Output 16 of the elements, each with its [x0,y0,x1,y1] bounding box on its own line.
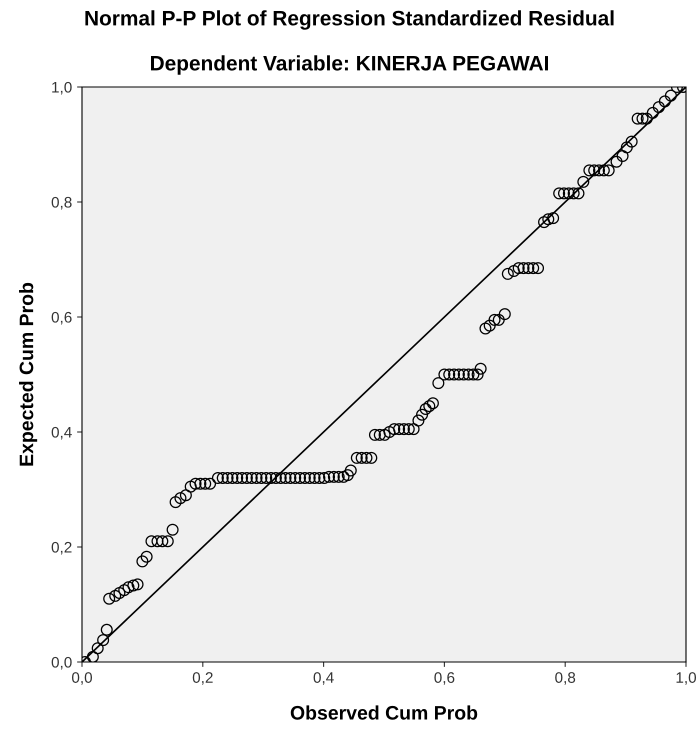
y-axis-title: Expected Cum Prob [19,282,38,466]
x-tick-label: 0,0 [72,672,92,685]
y-tick-label: 0,2 [52,542,72,554]
x-tick-label: 0,2 [192,672,213,685]
x-axis-title: Observed Cum Prob [290,705,478,720]
x-tick-label: 0,6 [434,672,454,685]
y-tick-label: 1,0 [52,82,72,94]
x-tick-label: 0,8 [555,672,576,685]
y-tick-label: 0,8 [52,196,72,210]
y-tick-label: 0,6 [52,312,72,324]
chart-title: Normal P-P Plot of Regression Standardized Residual [85,10,614,30]
y-tick-label: 0,0 [52,656,72,670]
chart-subtitle: Dependent Variable: KINERJA PEGAWAI [151,55,548,75]
x-tick-label: 1,0 [676,672,696,685]
y-tick-label: 0,4 [52,426,72,440]
x-tick-label: 0,4 [314,672,334,685]
